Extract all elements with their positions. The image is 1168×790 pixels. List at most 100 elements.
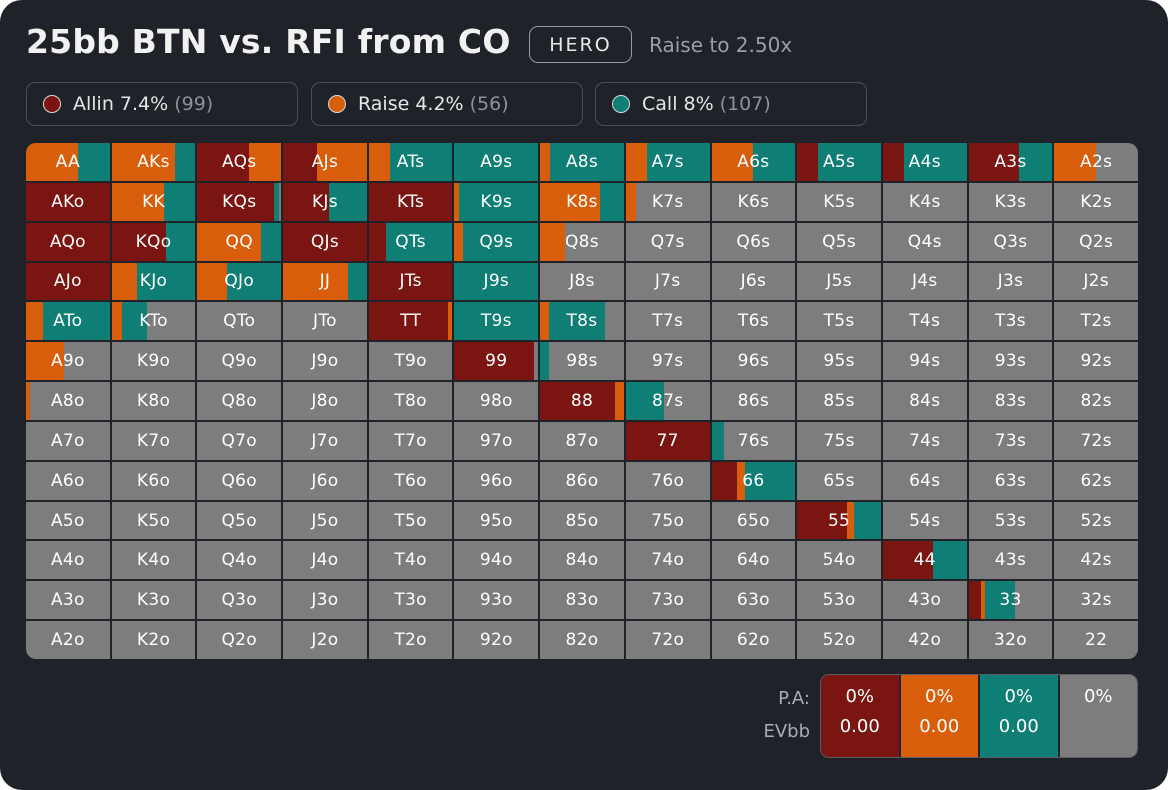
hand-cell[interactable]: J9s: [454, 262, 539, 301]
hand-cell[interactable]: 43o: [882, 581, 967, 620]
hand-cell[interactable]: 44: [882, 541, 967, 580]
hand-cell[interactable]: A5s: [797, 143, 881, 181]
hand-cell[interactable]: 64o: [711, 541, 796, 580]
hand-cell[interactable]: Q9o: [197, 342, 282, 381]
hand-cell[interactable]: KJs: [283, 182, 367, 221]
hand-cell[interactable]: K8s: [540, 182, 624, 221]
hand-cell[interactable]: 66: [711, 461, 796, 500]
hand-cell[interactable]: KTs: [368, 182, 453, 221]
hand-cell[interactable]: A4o: [26, 541, 110, 580]
hand-cell[interactable]: 54s: [882, 501, 967, 540]
hand-cell[interactable]: 42s: [1054, 541, 1138, 580]
hand-cell[interactable]: 98o: [454, 382, 539, 420]
hand-cell[interactable]: 32o: [968, 621, 1053, 659]
hand-cell[interactable]: 96o: [454, 461, 539, 500]
hand-cell[interactable]: KTo: [111, 302, 196, 341]
hand-cell[interactable]: 62o: [711, 621, 796, 659]
hand-cell[interactable]: 93s: [968, 342, 1053, 381]
hand-cell[interactable]: J8s: [540, 262, 624, 301]
hand-cell[interactable]: T7s: [625, 302, 710, 341]
hand-cell[interactable]: K3o: [111, 581, 196, 620]
hand-cell[interactable]: Q8s: [540, 222, 624, 261]
hand-cell[interactable]: K8o: [111, 382, 196, 420]
hand-cell[interactable]: K7o: [111, 421, 196, 460]
hand-cell[interactable]: Q3s: [968, 222, 1053, 261]
hand-cell[interactable]: AQs: [197, 143, 282, 181]
hero-badge[interactable]: HERO: [529, 26, 632, 63]
hand-cell[interactable]: 55: [797, 501, 881, 540]
hand-cell[interactable]: K3s: [968, 182, 1053, 221]
hand-cell[interactable]: Q4o: [197, 541, 282, 580]
hand-cell[interactable]: QTs: [368, 222, 453, 261]
hand-cell[interactable]: J3o: [283, 581, 367, 620]
hand-cell[interactable]: 85o: [540, 501, 624, 540]
hand-cell[interactable]: J4s: [882, 262, 967, 301]
legend-raise[interactable]: Raise 4.2% (56): [311, 82, 583, 126]
legend-call[interactable]: Call 8% (107): [595, 82, 867, 126]
hand-cell[interactable]: KK: [111, 182, 196, 221]
hand-cell[interactable]: 97s: [625, 342, 710, 381]
hand-cell[interactable]: 33: [968, 581, 1053, 620]
hand-cell[interactable]: 95s: [797, 342, 881, 381]
hand-cell[interactable]: T3o: [368, 581, 453, 620]
hand-cell[interactable]: 93o: [454, 581, 539, 620]
hand-cell[interactable]: 32s: [1054, 581, 1138, 620]
hand-cell[interactable]: J6s: [711, 262, 796, 301]
hand-cell[interactable]: A3o: [26, 581, 110, 620]
hand-cell[interactable]: 92o: [454, 621, 539, 659]
hand-cell[interactable]: T4o: [368, 541, 453, 580]
hand-cell[interactable]: 53o: [797, 581, 881, 620]
hand-cell[interactable]: Q5s: [797, 222, 881, 261]
hand-cell[interactable]: 82o: [540, 621, 624, 659]
hand-cell[interactable]: 42o: [882, 621, 967, 659]
hand-cell[interactable]: K4o: [111, 541, 196, 580]
hand-cell[interactable]: 84o: [540, 541, 624, 580]
hand-cell[interactable]: T2o: [368, 621, 453, 659]
hand-cell[interactable]: J2s: [1054, 262, 1138, 301]
hand-cell[interactable]: Q9s: [454, 222, 539, 261]
hand-cell[interactable]: A6s: [711, 143, 796, 181]
hand-cell[interactable]: 94s: [882, 342, 967, 381]
hand-cell[interactable]: T7o: [368, 421, 453, 460]
hand-cell[interactable]: 92s: [1054, 342, 1138, 381]
hand-cell[interactable]: 98s: [540, 342, 624, 381]
hand-cell[interactable]: J8o: [283, 382, 367, 420]
hand-cell[interactable]: T9s: [454, 302, 539, 341]
hand-cell[interactable]: 85s: [797, 382, 881, 420]
hand-cell[interactable]: ATo: [26, 302, 110, 341]
hand-cell[interactable]: AQo: [26, 222, 110, 261]
hand-cell[interactable]: J3s: [968, 262, 1053, 301]
hand-cell[interactable]: T8s: [540, 302, 624, 341]
hand-cell[interactable]: 74o: [625, 541, 710, 580]
hand-cell[interactable]: T4s: [882, 302, 967, 341]
hand-cell[interactable]: 62s: [1054, 461, 1138, 500]
hand-cell[interactable]: Q7o: [197, 421, 282, 460]
hand-cell[interactable]: 54o: [797, 541, 881, 580]
hand-cell[interactable]: 95o: [454, 501, 539, 540]
hand-cell[interactable]: Q8o: [197, 382, 282, 420]
hand-cell[interactable]: J6o: [283, 461, 367, 500]
hand-cell[interactable]: 65s: [797, 461, 881, 500]
hand-cell[interactable]: Q6o: [197, 461, 282, 500]
hand-cell[interactable]: 73o: [625, 581, 710, 620]
hand-cell[interactable]: 22: [1054, 621, 1138, 659]
hand-cell[interactable]: Q7s: [625, 222, 710, 261]
hand-cell[interactable]: Q3o: [197, 581, 282, 620]
hand-cell[interactable]: JTs: [368, 262, 453, 301]
hand-cell[interactable]: 97o: [454, 421, 539, 460]
hand-cell[interactable]: T5s: [797, 302, 881, 341]
hand-cell[interactable]: TT: [368, 302, 453, 341]
hand-cell[interactable]: 87s: [625, 382, 710, 420]
hand-cell[interactable]: Q4s: [882, 222, 967, 261]
hand-cell[interactable]: K5o: [111, 501, 196, 540]
hand-cell[interactable]: Q2s: [1054, 222, 1138, 261]
hand-cell[interactable]: T3s: [968, 302, 1053, 341]
hand-cell[interactable]: AA: [26, 143, 110, 181]
hand-cell[interactable]: 72s: [1054, 421, 1138, 460]
hand-cell[interactable]: 94o: [454, 541, 539, 580]
legend-allin[interactable]: Allin 7.4% (99): [26, 82, 298, 126]
hand-cell[interactable]: A3s: [968, 143, 1053, 181]
hand-cell[interactable]: J5s: [797, 262, 881, 301]
hand-cell[interactable]: A6o: [26, 461, 110, 500]
hand-cell[interactable]: 88: [540, 382, 624, 420]
